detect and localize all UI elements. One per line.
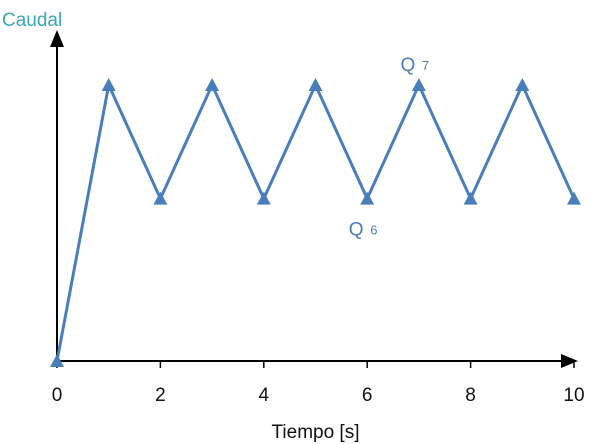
x-tick-label: 6 <box>362 385 373 406</box>
x-tick-label: 0 <box>52 385 63 406</box>
x-axis-title: Tiempo [s] <box>272 422 360 443</box>
x-tick-label: 2 <box>155 385 166 406</box>
data-point-marker <box>567 191 581 205</box>
y-axis-arrow <box>50 30 64 47</box>
x-tick-label: 10 <box>563 385 584 406</box>
axes <box>50 30 578 368</box>
data-point-marker <box>205 78 220 91</box>
series-layer <box>50 78 581 367</box>
series-line <box>55 80 576 362</box>
annotation-label: Q <box>401 55 416 76</box>
x-tick-label: 4 <box>259 385 270 406</box>
data-point-marker <box>308 78 323 91</box>
data-point-marker <box>256 191 271 205</box>
data-point-marker <box>411 78 426 91</box>
x-axis-arrow <box>561 354 578 368</box>
data-point-marker <box>50 354 64 367</box>
x-tick-label: 8 <box>465 385 476 406</box>
data-point-marker <box>360 191 375 205</box>
annotation-label: Q <box>349 220 364 241</box>
annotation-subscript: 7 <box>422 58 429 73</box>
y-axis-title: Caudal <box>2 10 62 31</box>
data-point-marker <box>463 191 478 205</box>
data-point-marker <box>153 191 168 205</box>
data-point-marker <box>515 78 530 91</box>
annotation-subscript: 6 <box>370 223 377 238</box>
data-point-marker <box>101 78 116 91</box>
